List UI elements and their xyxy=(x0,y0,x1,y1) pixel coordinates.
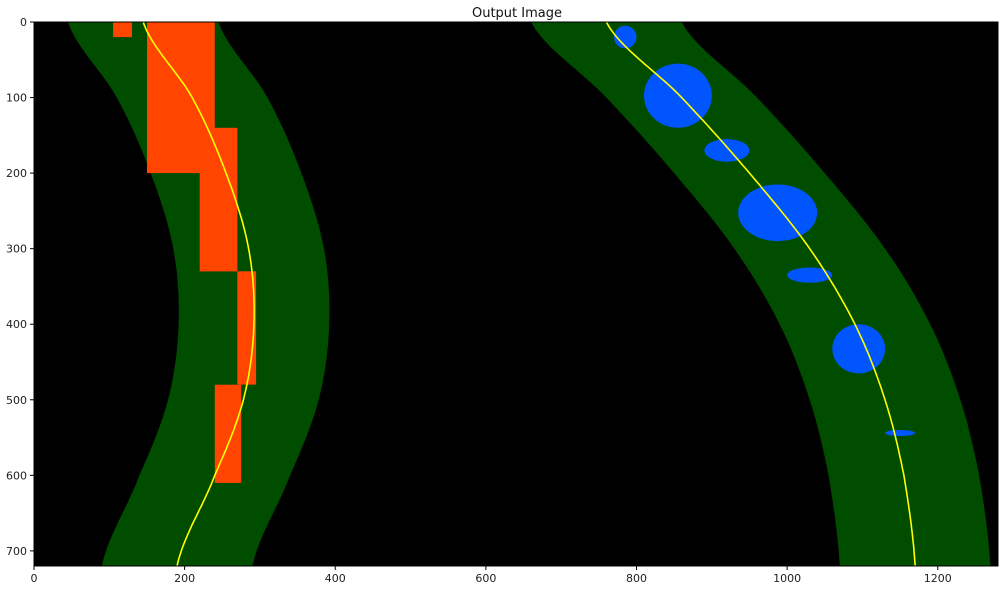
right-lane-pixels-6 xyxy=(885,430,916,436)
left-lane-pixels-2 xyxy=(199,127,238,272)
y-tick-label: 0 xyxy=(20,16,27,29)
left-lane-search-band xyxy=(67,22,330,566)
y-tick-label: 600 xyxy=(6,469,27,482)
y-tick-label: 700 xyxy=(6,545,27,558)
x-tick-label: 600 xyxy=(475,572,496,585)
x-axis: 0 200 400 600 800 1000 1200 xyxy=(31,566,952,585)
x-tick-label: 400 xyxy=(325,572,346,585)
chart-title: Output Image xyxy=(472,6,562,21)
x-tick-label: 200 xyxy=(174,572,195,585)
y-tick-label: 400 xyxy=(6,318,27,331)
y-tick-label: 200 xyxy=(6,167,27,180)
left-lane-fit-line xyxy=(142,22,255,566)
right-lane-fit-line xyxy=(605,22,916,566)
plot-frame xyxy=(33,21,999,567)
right-lane-search-band xyxy=(531,22,991,566)
y-tick-label: 300 xyxy=(6,243,27,256)
x-tick-label: 800 xyxy=(626,572,647,585)
right-lane-pixels-2 xyxy=(704,139,750,162)
y-tick-label: 500 xyxy=(6,394,27,407)
x-tick-label: 0 xyxy=(31,572,38,585)
plot-content xyxy=(67,22,991,566)
x-tick-label: 1000 xyxy=(773,572,801,585)
right-lane-pixels-3 xyxy=(738,184,818,242)
x-tick-label: 1200 xyxy=(924,572,952,585)
left-lane-pixels-0 xyxy=(113,22,132,38)
right-lane-pixels-4 xyxy=(787,267,833,283)
y-tick-label: 100 xyxy=(6,92,27,105)
y-axis: 0 100 200 300 400 500 600 700 xyxy=(6,16,34,558)
right-lane-pixels-0 xyxy=(613,25,637,49)
